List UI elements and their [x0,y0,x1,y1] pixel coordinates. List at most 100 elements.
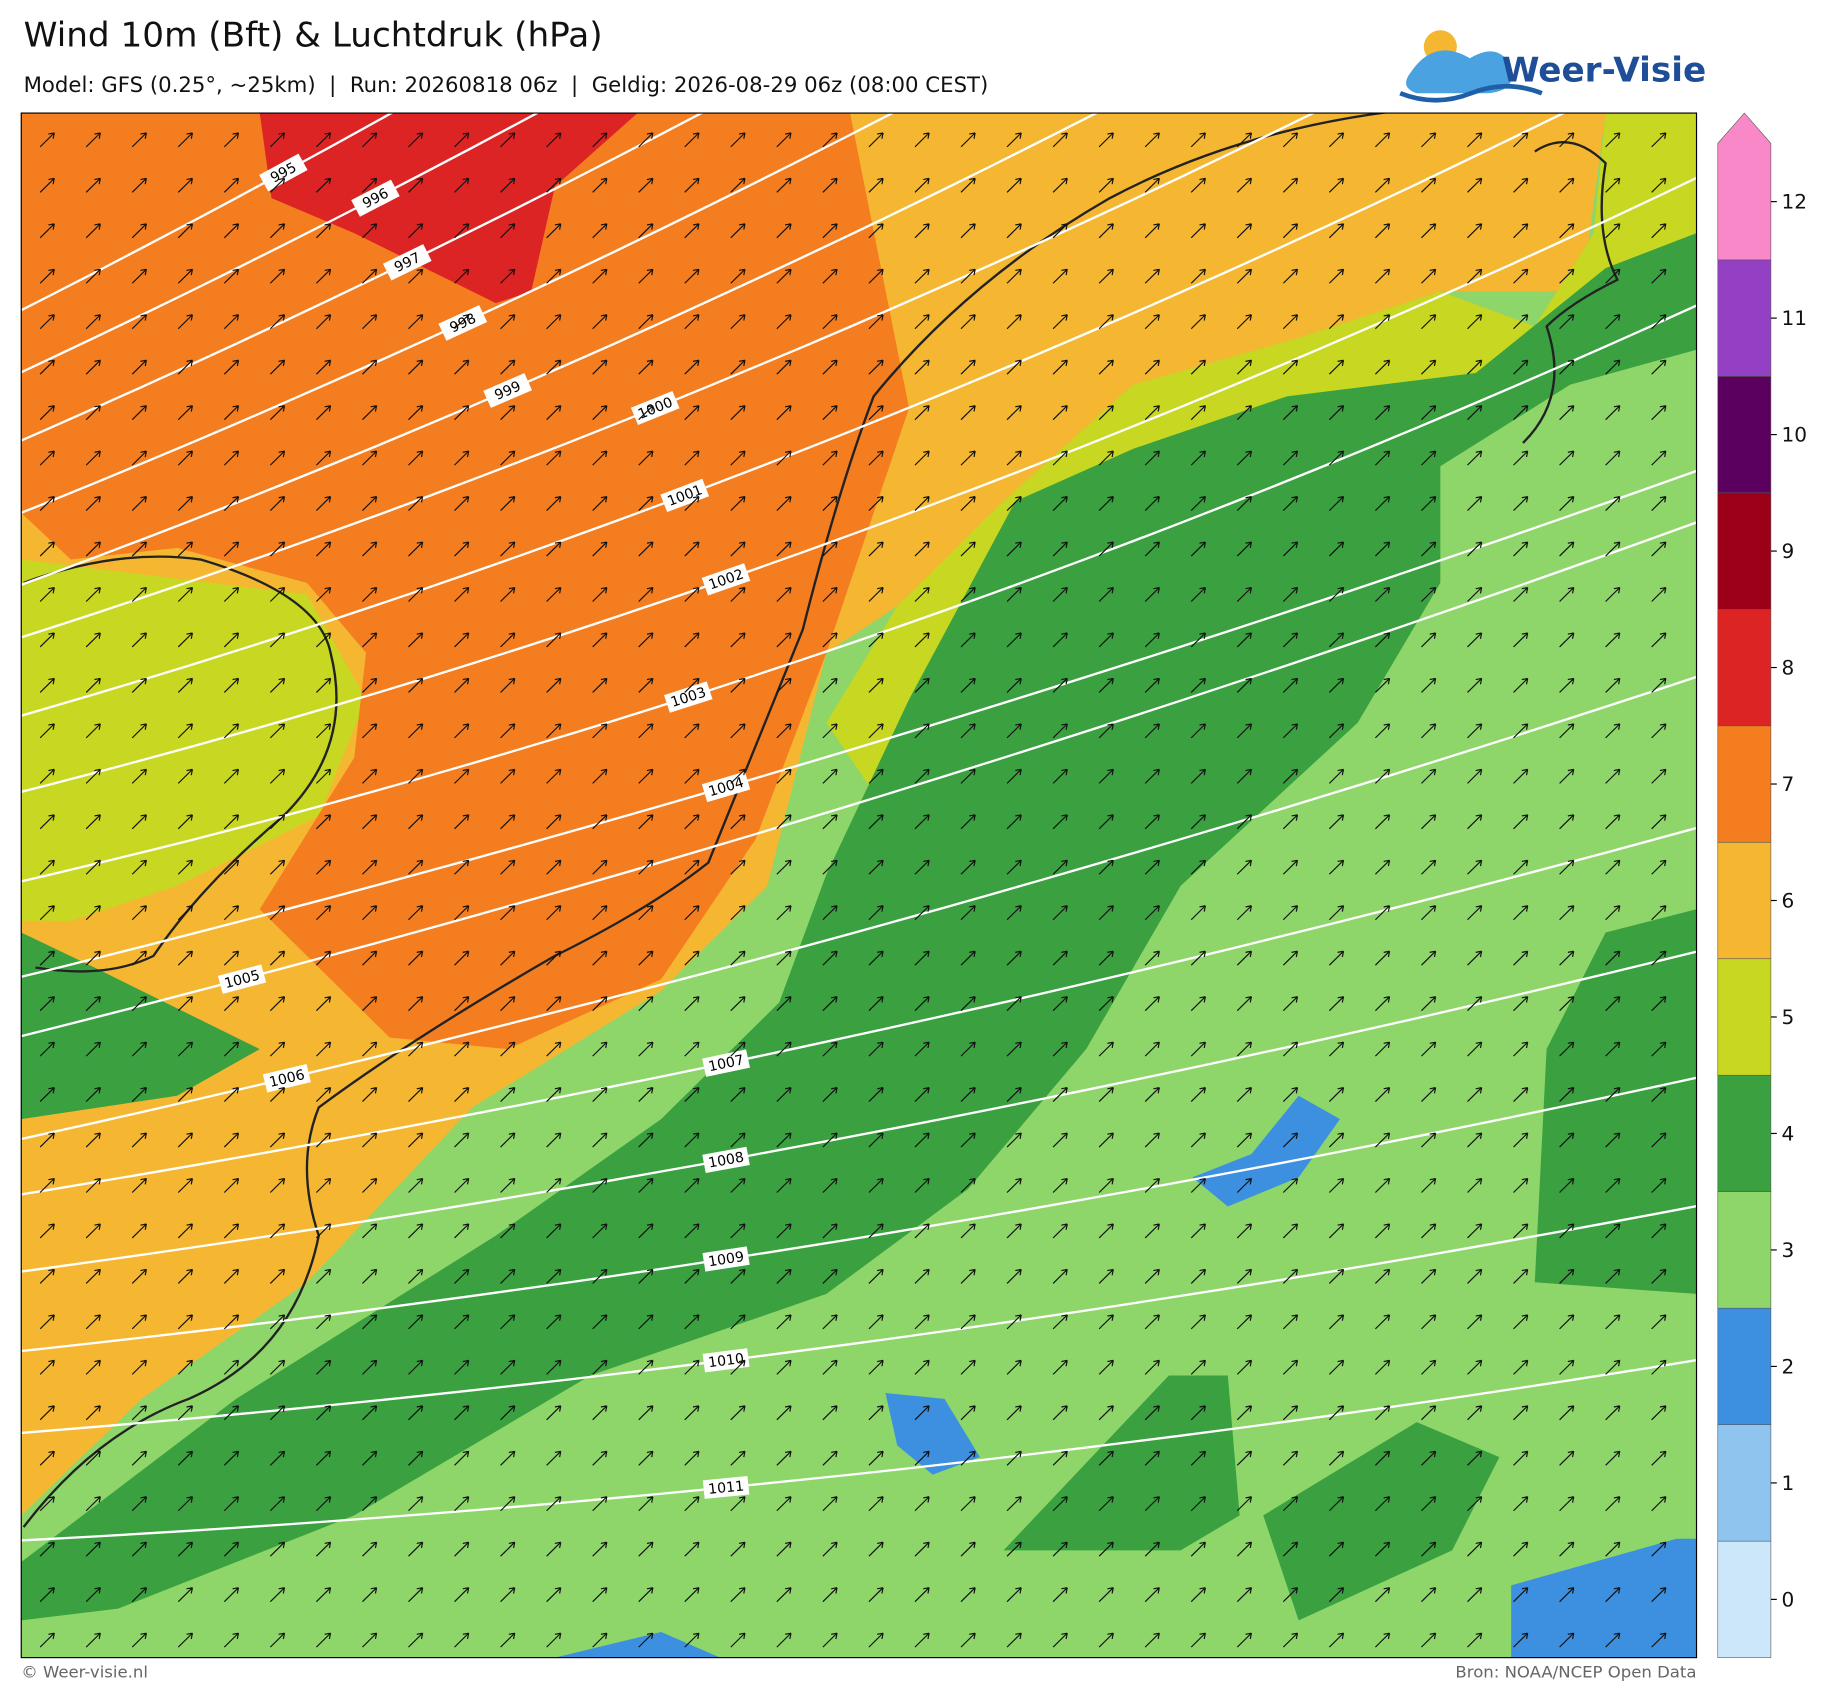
wind-arrow [546,1087,562,1102]
zone-bft8 [259,113,638,304]
wind-arrow [500,359,516,375]
wind-arrow [1282,1632,1299,1648]
wind-arrow [1651,359,1667,375]
wind-arrow [684,405,700,421]
wind-arrow [546,996,562,1012]
wind-arrow [1144,1541,1160,1557]
wind-arrow [1236,950,1253,966]
wind-arrow [39,1087,55,1102]
wind-arrow [914,1541,930,1557]
wind-arrow [1467,1541,1483,1557]
wind-arrow [85,723,101,739]
wind-arrow [868,359,884,375]
wind-arrow [1236,768,1253,784]
wind-arrow [1144,1314,1160,1330]
wind-arrow [1421,1041,1437,1057]
wind-arrow [1052,1268,1068,1284]
wind-arrow [592,1496,608,1512]
wind-arrow [1559,1541,1575,1557]
wind-arrow [454,1041,470,1057]
wind-arrow [315,1268,332,1284]
wind-arrow [1098,1450,1114,1466]
wind-arrow [408,859,424,875]
wind-arrow [500,314,516,330]
wind-arrow [914,1587,930,1603]
wind-arrow [223,768,240,784]
wind-arrow [776,632,792,648]
wind-arrow [546,723,562,739]
wind-arrow [1282,905,1299,921]
wind-arrow [500,1041,516,1057]
wind-arrow [684,905,700,921]
wind-arrow [1328,1450,1345,1466]
wind-arrow [730,1496,746,1512]
wind-arrow [1651,1223,1667,1239]
wind-arrow [39,1132,55,1148]
isobar-line [21,113,540,374]
wind-arrow [1190,496,1206,511]
wind-arrow [1559,632,1575,648]
wind-arrow [1513,586,1529,602]
wind-arrow [1421,496,1437,511]
wind-arrow [500,1450,516,1466]
subtitle: Model: GFS (0.25°, ~25km) | Run: 2026081… [24,72,989,98]
wind-arrow [131,632,147,648]
wind-arrow [85,1223,101,1239]
wind-arrow [1374,405,1391,421]
wind-arrow [546,268,562,284]
wind-arrow [39,632,55,648]
wind-arrow [592,632,608,648]
wind-arrow [1144,1041,1160,1057]
wind-arrow [223,586,240,602]
wind-arrow [131,1541,147,1557]
wind-arrow [39,723,55,739]
wind-arrow [454,996,470,1012]
wind-arrow [1559,1177,1575,1193]
wind-arrow [269,632,286,648]
wind-arrow [362,132,378,148]
wind-arrow [177,268,194,284]
wind-arrow [177,450,194,466]
wind-arrow [1559,1268,1575,1284]
wind-arrow [1236,1041,1253,1057]
zone-bft2 [885,1393,980,1475]
wind-arrow [177,586,194,602]
colorbar-swatch [1717,259,1772,377]
wind-arrow [914,1405,930,1421]
wind-arrow [269,1223,286,1239]
wind-arrow [868,1541,884,1557]
wind-arrow [592,1587,608,1603]
wind-arrow [1144,541,1160,557]
wind-arrow [1052,541,1068,557]
wind-arrow [315,541,332,557]
wind-arrow [1374,1359,1391,1375]
wind-arrow [223,496,240,511]
wind-arrow [1559,223,1575,239]
wind-arrow [960,177,976,193]
wind-arrow [730,677,746,693]
wind-arrow [1651,677,1667,693]
wind-arrow [1651,723,1667,739]
wind-arrow [131,996,147,1012]
wind-arrow [315,359,332,375]
wind-arrow [1236,1359,1253,1375]
wind-arrow [1421,405,1437,421]
wind-arrow [822,859,838,875]
wind-arrow [39,450,55,466]
wind-arrow [1006,268,1022,284]
wind-arrow [39,1359,55,1375]
wind-arrow [1236,1450,1253,1466]
wind-arrow [1236,1632,1253,1648]
wind-arrow [1098,1632,1114,1648]
wind-arrow [362,859,378,875]
wind-arrow [1513,450,1529,466]
wind-arrow [1190,859,1206,875]
wind-arrow [868,541,884,557]
wind-arrow [1144,586,1160,602]
wind-arrow [85,632,101,648]
wind-arrow [269,1268,286,1284]
wind-arrow [1282,1496,1299,1512]
wind-arrow [177,1496,194,1512]
wind-arrow [1374,768,1391,784]
wind-arrow [362,814,378,830]
